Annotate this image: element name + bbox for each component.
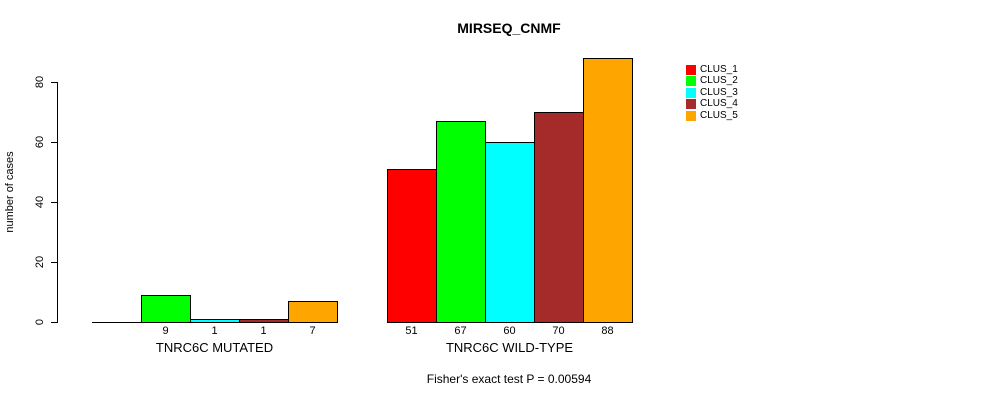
bar-value-label: 1: [260, 325, 267, 337]
legend-label: CLUS_5: [700, 109, 738, 121]
bar: [190, 319, 240, 323]
bar-value-label: 7: [309, 325, 316, 337]
legend-swatch: [686, 76, 696, 87]
legend-label: CLUS_3: [700, 86, 738, 98]
legend-swatch: [686, 65, 696, 75]
bar: [387, 169, 437, 323]
legend-row: CLUS_1: [686, 65, 738, 75]
bar: [583, 58, 633, 323]
bar-zero-line: [92, 322, 142, 323]
y-axis-label: number of cases: [4, 151, 16, 233]
bar-value-label: 9: [162, 325, 169, 337]
group-label: TNRC6C MUTATED: [155, 340, 274, 355]
bar: [239, 319, 289, 323]
legend-row: CLUS_5: [686, 109, 738, 121]
y-tick-label: 0: [34, 318, 46, 326]
y-tick-mark: [51, 82, 57, 83]
y-axis-line: [57, 82, 58, 323]
y-tick-mark: [51, 202, 57, 203]
legend-row: CLUS_4: [686, 98, 738, 110]
chart-title: MIRSEQ_CNMF: [457, 20, 561, 36]
bar: [288, 301, 338, 323]
legend-row: CLUS_3: [686, 86, 738, 98]
bar: [436, 121, 486, 323]
bar: [485, 142, 535, 323]
y-tick-mark: [51, 142, 57, 143]
legend-label: CLUS_2: [700, 75, 738, 87]
y-tick-mark: [51, 262, 57, 263]
group-label: TNRC6C WILD-TYPE: [445, 340, 574, 355]
bar-value-label: 88: [601, 325, 614, 337]
legend-label: CLUS_1: [700, 64, 738, 75]
legend-label: CLUS_4: [700, 98, 738, 110]
legend-row: CLUS_2: [686, 75, 738, 87]
annotation-text: Fisher's exact test P = 0.00594: [426, 372, 592, 386]
bar-value-label: 70: [552, 325, 565, 337]
y-tick-label: 20: [34, 255, 46, 269]
bar-value-label: 1: [211, 325, 218, 337]
legend-swatch: [686, 99, 696, 110]
legend-swatch: [686, 87, 696, 98]
y-tick-label: 60: [34, 135, 46, 149]
bar: [141, 295, 191, 323]
bar-value-label: 60: [503, 325, 516, 337]
bar: [534, 112, 584, 323]
y-tick-label: 80: [34, 75, 46, 89]
y-tick-mark: [51, 322, 57, 323]
bar-value-label: 67: [454, 325, 467, 337]
y-tick-label: 40: [34, 195, 46, 209]
bar-value-label: 51: [405, 325, 418, 337]
legend-swatch: [686, 110, 696, 121]
